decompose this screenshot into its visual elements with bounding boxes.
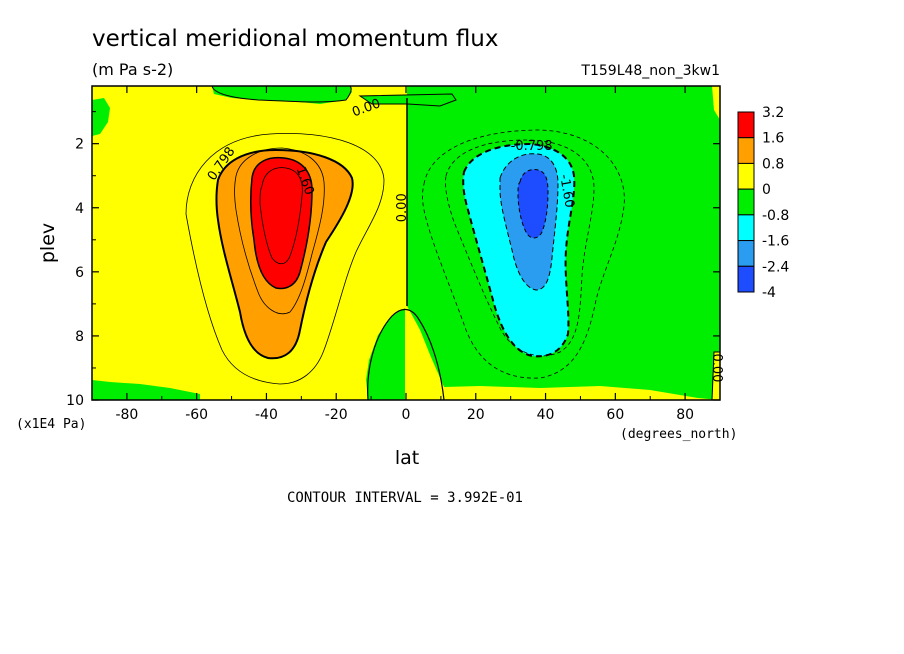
colorbar-swatch (737, 265, 755, 293)
colorbar-swatch (737, 111, 755, 139)
contour-label: -0.798 (511, 139, 553, 154)
chart-title: vertical meridional momentum flux (92, 26, 499, 52)
band-green-left-top (92, 98, 110, 136)
colorbar-swatch (737, 188, 755, 216)
contour-sh-outer (185, 133, 385, 385)
x-tick-label: 0 (402, 407, 411, 423)
contour-nh-outer (422, 129, 625, 379)
band-yellow-right-top (712, 86, 720, 120)
colorbar-swatch (737, 240, 755, 267)
colorbar-label: -0.8 (762, 208, 789, 224)
band-blue (517, 169, 549, 239)
colorbar-label: 0 (762, 182, 771, 198)
contour-equator-lens (367, 308, 445, 400)
colorbar-label: 3.2 (762, 105, 784, 121)
contour-labels: 0.000.798 1.600.00-0.798-1.600.00 (205, 96, 724, 382)
y-tick-label: 10 (66, 393, 84, 409)
band-yellow-equator (407, 306, 444, 400)
contour-label: 0.00 (709, 353, 724, 382)
y-axis-ticks: 2 4 6 8 10 (66, 111, 720, 409)
y-axis-units: (x1E4 Pa) (16, 417, 86, 432)
band-green-sh-equator (366, 308, 405, 400)
y-tick-label: 4 (75, 201, 84, 217)
y-axis-label: plev (37, 223, 59, 263)
x-tick-label: 60 (606, 407, 624, 423)
x-axis-label: lat (395, 447, 419, 469)
contour-sh-inner1 (234, 147, 325, 315)
contour-top (211, 86, 352, 103)
band-green-left-bottom (92, 380, 200, 400)
band-green-top-right (360, 94, 456, 106)
colorbar: 3.2 1.6 0.8 0 -0.8 -1.6 -2.4 -4 (737, 105, 789, 301)
contour-top-right (358, 93, 457, 107)
x-axis-ticks: -80 -60 -40 -20 0 20 40 60 80 (91, 86, 721, 423)
contour-label: -1.60 (556, 173, 577, 209)
colorbar-label: -2.4 (762, 259, 789, 275)
colorbar-label: 1.6 (762, 131, 784, 147)
x-tick-label: -80 (115, 407, 138, 423)
x-tick-label: 80 (676, 407, 694, 423)
colorbar-swatch (737, 214, 755, 242)
colorbar-swatch (737, 162, 755, 190)
contour-label: 0.00 (395, 193, 410, 222)
x-axis-units: (degrees_north) (620, 427, 737, 442)
y-tick-label: 6 (75, 265, 84, 281)
colorbar-label: 0.8 (762, 156, 784, 172)
colorbar-swatch (737, 137, 755, 164)
x-tick-label: -20 (325, 407, 348, 423)
contour-interval: CONTOUR INTERVAL = 3.992E-01 (287, 490, 523, 506)
colorbar-label: -4 (762, 285, 776, 301)
x-tick-label: -60 (185, 407, 208, 423)
run-label: T159L48_non_3kw1 (580, 63, 720, 79)
plot-area (92, 86, 720, 400)
contour-right-edge (711, 351, 720, 400)
contour-sh-inner2 (259, 167, 303, 265)
x-tick-label: 40 (537, 407, 555, 423)
band-green-top (212, 86, 352, 104)
units-label: (m Pa s-2) (92, 60, 173, 79)
y-tick-label: 2 (75, 137, 84, 153)
y-tick-label: 8 (75, 329, 84, 345)
x-tick-label: -40 (255, 407, 278, 423)
x-tick-label: 20 (467, 407, 485, 423)
band-red (249, 156, 313, 290)
contour-nh-mid (445, 139, 595, 357)
colorbar-label: -1.6 (762, 234, 789, 250)
